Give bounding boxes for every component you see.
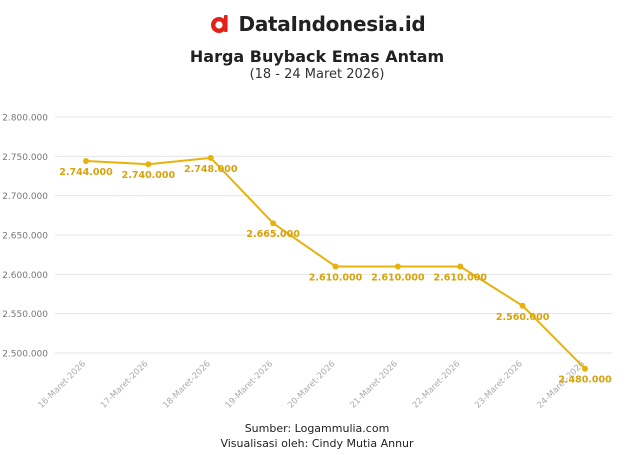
brand-name: DataIndonesia.id xyxy=(238,12,426,36)
data-point xyxy=(332,263,339,270)
y-tick-label: 2.650.000 xyxy=(2,232,48,242)
y-tick-label: 2.500.000 xyxy=(2,350,48,360)
y-tick-label: 2.600.000 xyxy=(2,271,48,281)
data-point xyxy=(207,154,214,161)
data-label: 2.748.000 xyxy=(184,164,238,175)
chart-subtitle: (18 - 24 Maret 2026) xyxy=(249,67,385,82)
y-tick-label: 2.750.000 xyxy=(2,153,48,163)
data-label: 2.560.000 xyxy=(496,312,550,323)
data-label: 2.744.000 xyxy=(59,167,113,178)
visualization-credit: Visualisasi oleh: Cindy Mutia Annur xyxy=(220,437,414,450)
y-tick-label: 2.700.000 xyxy=(2,192,48,202)
data-point xyxy=(582,365,588,372)
data-point xyxy=(394,263,401,270)
data-point xyxy=(270,220,277,227)
brand-header: DataIndonesia.id xyxy=(0,8,634,40)
x-tick-label: 19-Maret-2026 xyxy=(224,359,276,411)
data-point xyxy=(457,263,464,270)
x-tick-label: 23-Maret-2026 xyxy=(473,359,525,411)
x-tick-label: 22-Maret-2026 xyxy=(411,359,463,411)
data-label: 2.610.000 xyxy=(309,272,363,283)
data-point xyxy=(519,302,526,309)
data-indonesia-logo-icon xyxy=(210,15,228,33)
data-label: 2.610.000 xyxy=(434,272,488,283)
x-tick-label: 17-Maret-2026 xyxy=(99,359,151,411)
data-label: 2.665.000 xyxy=(246,229,300,240)
x-tick-label: 16-Maret-2026 xyxy=(37,359,89,411)
x-tick-label: 21-Maret-2026 xyxy=(348,359,400,411)
x-tick-label: 18-Maret-2026 xyxy=(161,359,213,411)
data-label: 2.740.000 xyxy=(122,170,176,181)
y-tick-label: 2.550.000 xyxy=(2,310,48,320)
series-line xyxy=(85,156,586,370)
y-tick-label: 2.800.000 xyxy=(2,114,48,124)
x-tick-label: 20-Maret-2026 xyxy=(286,359,338,411)
data-label: 2.480.000 xyxy=(558,375,612,386)
data-point xyxy=(83,158,89,165)
chart-title: Harga Buyback Emas Antam xyxy=(189,47,445,66)
data-point xyxy=(145,161,152,168)
data-label: 2.610.000 xyxy=(371,272,425,283)
source-note: Sumber: Logammulia.com xyxy=(244,422,390,435)
